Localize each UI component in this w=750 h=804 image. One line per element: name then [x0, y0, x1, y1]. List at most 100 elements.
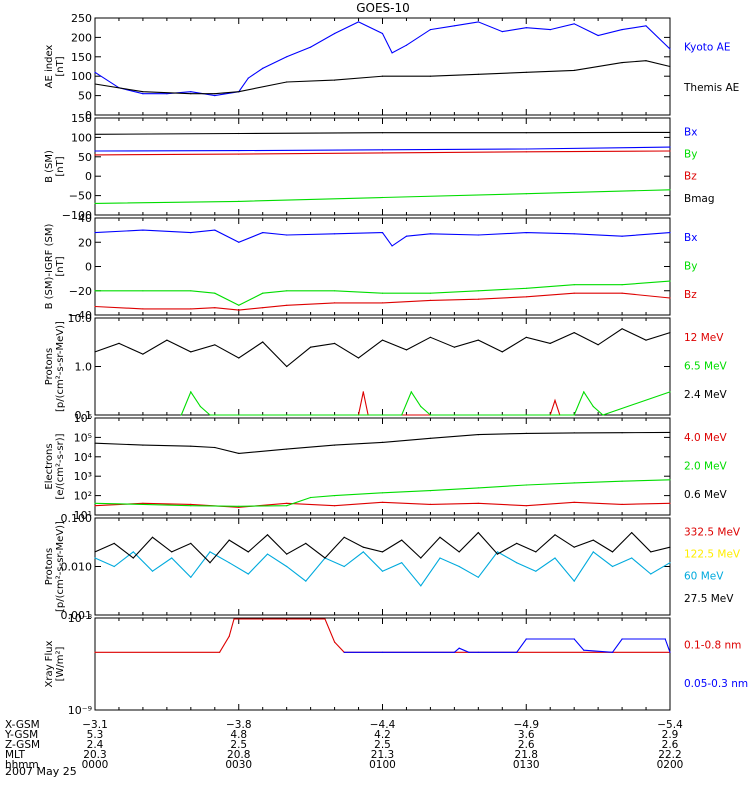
data-point	[525, 638, 527, 640]
y-axis-label: [p/(cm²-s-sr-MeV)]	[55, 321, 66, 412]
series-red-line	[94, 292, 671, 311]
data-point	[286, 290, 288, 292]
data-point	[525, 27, 527, 29]
data-point	[549, 29, 551, 31]
data-point	[214, 344, 216, 346]
data-point	[611, 551, 614, 553]
ephemeris-value: 2.5	[374, 739, 391, 751]
legend-label-protons_high-3: 27.5 MeV	[684, 593, 734, 605]
data-point	[142, 502, 144, 504]
legend-label-electrons-2: 0.6 MeV	[684, 489, 728, 501]
y-axis-label: Protons	[44, 348, 55, 385]
data-point	[94, 505, 96, 507]
data-point	[458, 565, 460, 568]
data-point	[458, 647, 460, 649]
ephemeris-value: 0200	[657, 759, 684, 771]
data-point	[310, 496, 312, 499]
y-axis-label: [e/(cm²-s-sr)]	[55, 433, 66, 499]
data-point	[262, 307, 264, 309]
y-tick-label: 150	[71, 51, 92, 64]
data-point	[669, 146, 671, 148]
data-point	[381, 232, 384, 234]
panel-frame	[94, 317, 671, 416]
data-point	[166, 93, 168, 95]
data-point	[496, 551, 499, 553]
legend-label-b_sm-0: Bx	[684, 127, 697, 139]
data-point	[286, 56, 288, 58]
series-blue-line	[94, 146, 671, 152]
data-point	[305, 580, 307, 582]
ephemeris-row-label: Y-GSM	[4, 729, 38, 741]
data-point	[381, 651, 384, 653]
data-point	[214, 446, 216, 449]
data-point	[516, 651, 518, 653]
data-point	[477, 298, 479, 300]
data-point	[525, 484, 527, 486]
data-point	[190, 91, 192, 93]
data-point	[525, 287, 527, 289]
data-point	[477, 502, 479, 504]
y-tick-label: 0	[85, 170, 92, 183]
data-point	[214, 229, 216, 231]
y-tick-label: 40	[78, 212, 92, 225]
y-tick-label: −20	[69, 285, 92, 298]
data-point	[669, 150, 671, 152]
y-tick-label: 0.1	[75, 409, 93, 422]
data-point	[621, 328, 623, 330]
data-point	[381, 292, 384, 294]
data-point	[142, 93, 144, 95]
data-point	[525, 71, 527, 73]
panel-electrons: 10¹ 10² 10³ 10⁴ 10⁵ 10⁶ Electrons [e/(cm²-s-sr)…	[44, 412, 671, 522]
y-tick-label: −40	[69, 309, 92, 322]
data-point	[94, 154, 96, 156]
data-point	[573, 332, 575, 334]
data-point	[286, 81, 288, 83]
ephemeris-value: 21.8	[515, 749, 538, 761]
data-point	[554, 557, 556, 559]
data-point	[611, 651, 614, 653]
panel-protons_high: 0.001 0.010 0.100 Protons [p/(cm²-s-sr-MeV)]	[44, 512, 671, 622]
data-point	[142, 290, 144, 292]
data-point	[190, 505, 192, 507]
data-point	[334, 302, 336, 304]
data-point	[573, 69, 575, 71]
series-black-line	[94, 431, 671, 454]
data-point	[190, 93, 192, 95]
data-point	[501, 351, 503, 353]
data-point	[429, 490, 431, 492]
legend-label-b_sm_igrf-2: Bz	[684, 289, 697, 301]
ephemeris-value: 4.2	[374, 729, 391, 741]
data-point	[190, 351, 192, 353]
data-point	[453, 25, 455, 27]
data-point	[477, 434, 479, 436]
data-point	[664, 638, 666, 640]
legend-label-b_sm-3: Bmag	[684, 193, 715, 205]
data-point	[650, 573, 652, 575]
data-point	[190, 232, 192, 234]
y-tick-label: 250	[71, 12, 92, 25]
y-tick-label: 50	[78, 151, 92, 164]
data-point	[525, 148, 527, 150]
legend-label-protons_low-0: 12 MeV	[684, 332, 724, 344]
ephemeris-value: 20.8	[227, 749, 250, 761]
data-point	[621, 480, 623, 482]
data-point	[286, 505, 288, 507]
data-point	[554, 534, 556, 536]
data-point	[573, 501, 575, 503]
data-point	[429, 503, 431, 505]
data-point	[597, 344, 599, 346]
data-point	[525, 432, 527, 434]
data-point	[501, 31, 503, 33]
data-point	[477, 532, 479, 534]
data-point	[401, 414, 403, 416]
ephemeris-value: 22.2	[658, 749, 681, 761]
data-point	[525, 232, 527, 234]
data-point	[228, 562, 230, 564]
y-tick-label: −50	[69, 190, 92, 203]
ephemeris-row-label: hhmm	[5, 759, 39, 771]
data-point	[362, 551, 364, 553]
data-point	[650, 551, 652, 553]
data-point	[549, 342, 551, 344]
ephemeris-value: −4.4	[370, 719, 396, 731]
